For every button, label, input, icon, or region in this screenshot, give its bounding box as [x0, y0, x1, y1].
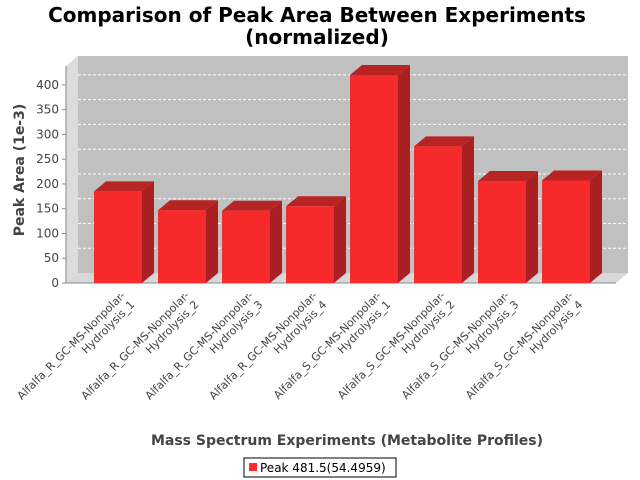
bars — [94, 65, 602, 283]
bar-side — [270, 200, 282, 283]
x-category-label: Alfalfa_S_GC-MS-Nonpolar-Hydrolysis_2 — [335, 289, 457, 411]
y-tick-label: 100 — [36, 226, 59, 240]
bar-front — [414, 146, 462, 283]
chart-title-line-2: (normalized) — [245, 25, 389, 49]
x-axis-title: Mass Spectrum Experiments (Metabolite Pr… — [151, 433, 543, 449]
y-axis-title: Peak Area (1e-3) — [12, 104, 28, 237]
bar-top — [286, 196, 346, 207]
y-tick-label: 250 — [36, 152, 59, 166]
x-category-label: Alfalfa_R_GC-MS-Nonpolar-Hydrolysis_3 — [143, 289, 266, 412]
y-tick-label: 300 — [36, 127, 59, 141]
x-category-label: Alfalfa_R_GC-MS-Nonpolar-Hydrolysis_2 — [79, 289, 202, 412]
legend-entry: Peak 481.5(54.4959) — [260, 461, 386, 475]
bar-top — [94, 181, 154, 192]
chart-title-line-1: Comparison of Peak Area Between Experime… — [48, 3, 586, 27]
x-axis-category-labels: Alfalfa_R_GC-MS-Nonpolar-Hydrolysis_1Alf… — [15, 289, 586, 412]
bar-top — [414, 136, 474, 147]
bar-top — [542, 170, 602, 181]
bar-front — [286, 206, 334, 283]
bar-top — [350, 65, 410, 75]
bar-front — [350, 75, 398, 283]
bar — [286, 196, 346, 283]
legend: Peak 481.5(54.4959) — [243, 457, 397, 478]
bar — [414, 136, 474, 283]
y-tick-label: 150 — [36, 202, 59, 216]
bar — [94, 181, 154, 283]
x-category-label: Alfalfa_R_GC-MS-Nonpolar-Hydrolysis_1 — [15, 289, 138, 412]
bar — [158, 200, 218, 283]
x-category-label: Alfalfa_S_GC-MS-Nonpolar-Hydrolysis_3 — [399, 289, 521, 411]
bar — [478, 170, 538, 283]
bar-front — [478, 180, 526, 283]
y-tick-label: 0 — [51, 276, 59, 290]
bar-side — [462, 136, 474, 283]
y-tick-label: 350 — [36, 103, 59, 117]
bar-side — [206, 200, 218, 283]
bar-side — [142, 181, 154, 283]
bar-side — [526, 170, 538, 283]
bar-side — [398, 65, 410, 283]
legend-swatch — [249, 463, 257, 471]
bar — [222, 200, 282, 283]
x-category-label: Alfalfa_S_GC-MS-Nonpolar-Hydrolysis_4 — [463, 289, 585, 411]
bar-side — [590, 170, 602, 283]
y-tick-label: 400 — [36, 78, 59, 92]
bar-front — [542, 180, 590, 283]
bar-front — [94, 191, 142, 283]
bar — [350, 65, 410, 283]
bar-top — [158, 200, 218, 211]
plot-side-wall — [66, 56, 78, 283]
legend-box — [243, 457, 397, 478]
x-category-label: Alfalfa_S_GC-MS-Nonpolar-Hydrolysis_1 — [271, 289, 393, 411]
x-category-label: Alfalfa_R_GC-MS-Nonpolar-Hydrolysis_4 — [207, 289, 330, 412]
bar-side — [334, 196, 346, 283]
y-tick-label: 50 — [44, 251, 59, 265]
bar-front — [222, 210, 270, 283]
bar — [542, 170, 602, 283]
bar-top — [222, 200, 282, 211]
y-axis-ticks: 0 50 100 150 200 250 300 350 400 — [36, 78, 66, 290]
bar-front — [158, 210, 206, 283]
y-tick-label: 200 — [36, 177, 59, 191]
bar-top — [478, 170, 538, 181]
